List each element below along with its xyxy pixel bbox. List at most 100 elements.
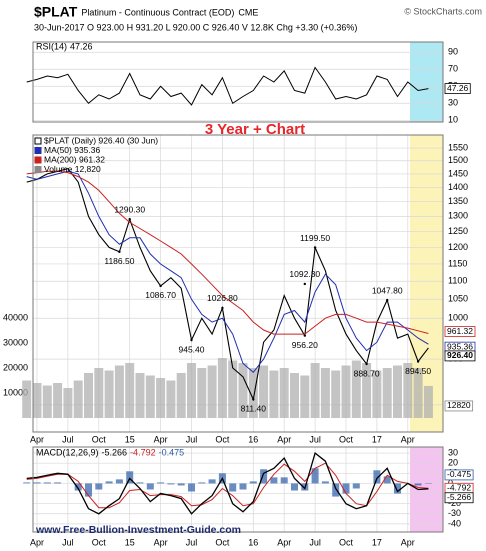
volume-bar	[217, 358, 227, 418]
value-tag-box	[444, 350, 476, 362]
x-tick-label: 16	[248, 537, 258, 547]
y-tick-label: 1100	[448, 276, 467, 286]
value-tag-text: 12820	[447, 400, 471, 410]
histogram-bar	[239, 483, 247, 490]
volume-bar	[207, 365, 217, 418]
value-tag-text: 961.32	[447, 326, 473, 336]
x-tick-label: Jul	[62, 434, 74, 444]
x-tick-label: Oct	[339, 434, 354, 444]
y-tick-label: 1300	[448, 211, 468, 221]
volume-bar	[320, 368, 330, 418]
volume-bar	[351, 360, 361, 418]
x-tick-label: 17	[372, 434, 382, 444]
x-tick-label: Oct	[92, 434, 107, 444]
price-line	[26, 167, 429, 402]
value-tag: -0.475	[444, 469, 474, 481]
point-marker	[365, 362, 368, 366]
histogram-bar	[146, 483, 154, 490]
exchange: CME	[238, 7, 258, 17]
rsi-line	[26, 66, 429, 106]
volume-bar	[94, 368, 104, 418]
x-tick-label: 15	[125, 537, 135, 547]
legend-entry: $PLAT (Daily) 926.40 (30 Jun)	[44, 135, 158, 145]
annotation: 3 Year + Chart	[205, 121, 305, 138]
point-label: 1290.30	[114, 205, 145, 215]
volume-bar	[135, 373, 145, 418]
y2-tick-label: 40000	[3, 312, 28, 322]
volume-bar	[125, 363, 135, 418]
histogram-bar	[280, 477, 288, 484]
histogram-bar	[260, 469, 268, 484]
y-tick-label: 1550	[448, 142, 468, 152]
volume-bar	[310, 363, 320, 418]
volume-bar	[300, 375, 310, 418]
x-tick-label: Apr	[30, 434, 44, 444]
histogram-bar	[352, 483, 360, 489]
y-tick-label: 1500	[448, 155, 468, 165]
point-label: 811.40	[241, 404, 267, 414]
x-tick-label: Apr	[401, 434, 415, 444]
x-tick-label: Oct	[339, 537, 354, 547]
y-tick-label: 0	[448, 478, 453, 488]
volume-bar	[197, 368, 207, 418]
y-tick-label: 1000	[448, 313, 468, 323]
x-tick-label: 17	[372, 537, 382, 547]
point-label: 1047.80	[372, 285, 403, 295]
panel-frame	[32, 446, 444, 533]
histogram-bar	[74, 483, 82, 491]
volume-bar	[413, 368, 423, 418]
value-tag-box	[444, 469, 474, 481]
y-tick-label: 1250	[448, 226, 468, 236]
value-tag: 926.40	[444, 350, 476, 362]
point-label: 894.50	[405, 366, 431, 376]
point-marker	[118, 250, 121, 254]
y-tick-label: -30	[448, 508, 461, 518]
volume-bar	[176, 373, 186, 418]
rsi-value: 47.26	[70, 41, 93, 51]
histogram-bar	[23, 482, 31, 484]
credit: © StockCharts.com	[404, 6, 482, 16]
y-tick-label: 1350	[448, 196, 468, 206]
histogram-bar	[177, 483, 185, 486]
point-label: 1026.80	[207, 293, 238, 303]
value-tag-box	[444, 400, 474, 412]
histogram-bar	[54, 482, 62, 484]
value-tag-text: 926.40	[447, 350, 473, 360]
volume-bar	[259, 365, 269, 418]
histogram-bar	[115, 479, 123, 484]
y-tick-label: 70	[448, 64, 458, 74]
volume-bar	[63, 388, 73, 418]
volume-bar	[104, 370, 114, 418]
histogram-bar	[414, 483, 422, 486]
symbol: $PLAT	[34, 4, 78, 20]
volume-bar	[84, 373, 93, 418]
value-tag-text: 935.36	[447, 341, 473, 351]
point-label: 1092.30	[289, 269, 320, 279]
volume-bar	[248, 368, 258, 418]
x-tick-label: Oct	[215, 434, 230, 444]
point-marker	[416, 360, 420, 363]
volume-bar	[290, 373, 299, 418]
y-tick-label: 1050	[448, 294, 468, 304]
histogram-bar	[95, 483, 103, 490]
watermark: www.Free-Bullion-Investment-Guide.com	[35, 524, 241, 536]
x-tick-label: Jul	[186, 434, 198, 444]
histogram-bar	[373, 470, 381, 484]
histogram-bar	[208, 479, 216, 484]
volume-bar	[73, 380, 83, 418]
volume-bar	[42, 385, 52, 418]
volume-bar	[187, 363, 196, 418]
histogram-bar	[167, 483, 175, 485]
histogram-bar	[198, 482, 206, 484]
panel-frame	[32, 134, 444, 433]
volume-bar	[403, 363, 413, 418]
value-tag: -5.266	[444, 492, 474, 504]
histogram-bar	[383, 476, 391, 484]
instrument-name: Platinum - Continuous Contract (EOD)	[81, 7, 234, 17]
macd-title: MACD(12,26,9)	[36, 447, 99, 457]
volume-bar	[166, 380, 176, 418]
volume-bar	[156, 378, 166, 418]
volume-bar	[362, 363, 372, 418]
histogram-bar	[105, 481, 113, 484]
value-tag: 961.32	[444, 326, 476, 337]
